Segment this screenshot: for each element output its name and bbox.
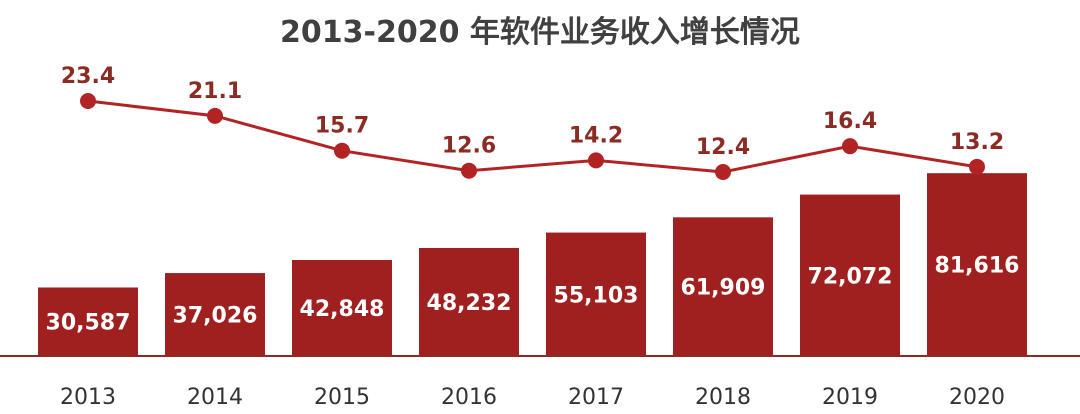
bar-2018 xyxy=(673,217,773,356)
growth-value-label: 12.6 xyxy=(442,134,496,159)
chart-title: 2013-2020 年软件业务收入增长情况 xyxy=(280,15,800,50)
x-tick-label: 2018 xyxy=(695,385,751,410)
bar-value-label: 48,232 xyxy=(427,291,512,316)
x-tick-label: 2017 xyxy=(568,385,624,410)
growth-value-label: 16.4 xyxy=(823,109,877,134)
bar-2014 xyxy=(165,273,265,356)
bar-2016 xyxy=(419,247,519,356)
x-axis-ticks: 2013 2014 2015 2016 2017 2018 2019 2020 xyxy=(60,385,1005,410)
bar-value-label: 81,616 xyxy=(935,254,1020,279)
growth-value-label: 21.1 xyxy=(188,79,242,104)
growth-value-label: 12.4 xyxy=(696,135,750,160)
growth-point-2015 xyxy=(334,142,350,159)
x-tick-label: 2016 xyxy=(441,385,497,410)
growth-value-label: 13.2 xyxy=(950,130,1004,155)
bar-value-label: 61,909 xyxy=(681,276,766,301)
x-tick-label: 2019 xyxy=(822,385,878,410)
bar-value-label: 72,072 xyxy=(808,264,893,289)
bar-value-label: 37,026 xyxy=(173,304,258,329)
bar-2015 xyxy=(292,260,392,356)
bar-value-label: 55,103 xyxy=(554,283,639,308)
growth-point-2017 xyxy=(588,152,604,169)
growth-point-2013 xyxy=(80,93,96,109)
x-tick-label: 2015 xyxy=(314,385,370,410)
x-tick-label: 2020 xyxy=(949,385,1005,410)
growth-line-group: 23.4 21.1 15.7 12.6 14.2 12.4 16.4 13.2 xyxy=(61,64,1004,180)
growth-point-2018 xyxy=(715,164,731,180)
bar-value-label: 30,587 xyxy=(46,311,131,336)
bar-2013 xyxy=(38,287,138,356)
growth-point-2020 xyxy=(969,158,985,175)
bar-value-label: 42,848 xyxy=(300,297,385,322)
growth-point-2019 xyxy=(842,138,858,155)
growth-line xyxy=(87,99,978,174)
bar-2020 xyxy=(927,173,1027,356)
x-tick-label: 2014 xyxy=(187,385,243,410)
bar-2019 xyxy=(800,194,900,356)
bars-group: 30,587 37,026 42,848 48,232 55,103 61,909 72,0… xyxy=(38,173,1027,356)
x-tick-label: 2013 xyxy=(60,385,116,410)
growth-point-2014 xyxy=(207,107,223,124)
growth-value-label: 23.4 xyxy=(61,64,115,89)
bar-2017 xyxy=(546,232,646,356)
growth-value-label: 14.2 xyxy=(569,123,623,148)
growth-point-2016 xyxy=(461,162,477,179)
growth-value-label: 15.7 xyxy=(315,114,369,139)
